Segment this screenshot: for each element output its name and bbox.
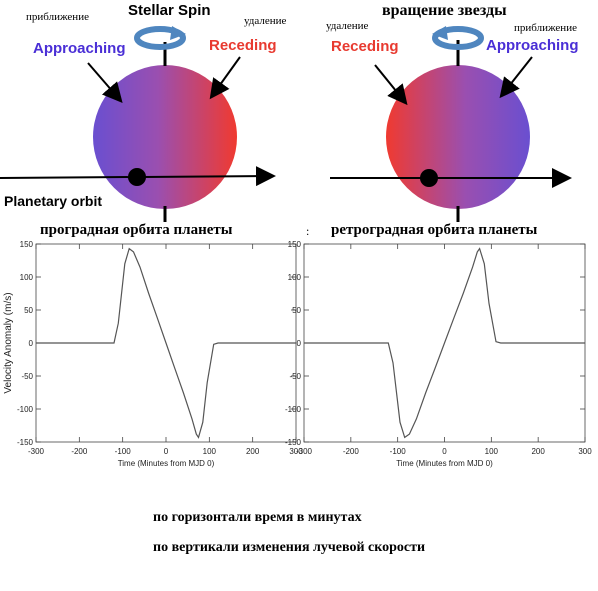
chart1-xlabel: Time (Minutes from MJD 0)	[118, 459, 215, 468]
left-ru-receding-label: удаление	[244, 15, 287, 27]
chart1-ytick-label: -100	[17, 405, 34, 414]
chart1-ytick-label: 150	[20, 240, 34, 249]
chart1-xtick-label: -300	[28, 447, 45, 456]
left-spin-title: Stellar Spin	[128, 2, 211, 19]
bottom-text-line1: по горизонтали время в минутах	[153, 510, 362, 525]
left-ru-approaching-label: приближение	[26, 11, 89, 23]
right-ru-approaching-label: приближение	[514, 22, 577, 34]
chart2-ytick-label: -100	[285, 405, 302, 414]
right-approaching-label: Approaching	[486, 37, 579, 54]
chart1-ytick-label: -50	[21, 372, 33, 381]
left-approaching-pointer	[87, 62, 123, 104]
chart2-series-line	[304, 247, 585, 439]
bottom-text-line2: по вертикали изменения лучевой скорости	[153, 540, 426, 555]
chart1-xtick-label: 0	[164, 447, 169, 456]
chart2-ytick-label: 150	[288, 240, 302, 249]
chart2-xtick-label: -100	[390, 447, 407, 456]
chart2-xtick-label: 300	[578, 447, 592, 456]
right-planet	[420, 169, 438, 187]
right-star-group	[330, 26, 572, 222]
chart2-ytick-label: 50	[292, 306, 301, 315]
chart1-ytick-label: 0	[29, 339, 34, 348]
chart1-ytick-label: 50	[24, 306, 33, 315]
right-approaching-pointer	[499, 56, 533, 99]
chart2-xtick-label: 0	[442, 447, 447, 456]
chart2-xtick-label: -300	[296, 447, 313, 456]
left-spin-arrow-icon	[134, 26, 186, 50]
chart1-ylabel: Velocity Anomaly (m/s)	[3, 292, 14, 393]
chart2-ytick-label: -150	[285, 438, 302, 447]
left-planet	[128, 168, 146, 186]
chart2-ytick-label: 100	[288, 273, 302, 282]
chart2-ytick-label: 0	[297, 339, 302, 348]
left-star-group	[0, 26, 276, 222]
chart2-xtick-label: 100	[485, 447, 499, 456]
right-spin-title-ru: вращение звезды	[382, 2, 507, 19]
chart1-xtick-label: -100	[115, 447, 132, 456]
chart1-series-line	[36, 247, 296, 439]
right-receding-label: Receding	[331, 38, 399, 55]
chart2-xtick-label: 200	[531, 447, 545, 456]
chart1-xtick-label: 100	[203, 447, 217, 456]
left-orbit-label: Planetary orbit	[4, 193, 103, 209]
chart2-xtick-label: -200	[343, 447, 360, 456]
right-receding-pointer	[374, 64, 408, 106]
right-ru-receding-label: удаление	[326, 20, 369, 32]
chart1-xtick-label: 300	[289, 447, 303, 456]
left-receding-label: Receding	[209, 37, 277, 54]
chart1-ytick-label: 100	[20, 273, 34, 282]
chart2-xlabel: Time (Minutes from MJD 0)	[396, 459, 493, 468]
right-spin-arrow-icon	[432, 26, 484, 50]
chart2-ytick-label: -50	[289, 372, 301, 381]
chart1-ytick-label: -150	[17, 438, 34, 447]
left-receding-pointer	[209, 56, 241, 100]
chart1-xtick-label: 200	[246, 447, 260, 456]
chart1-xtick-label: -200	[71, 447, 88, 456]
right-caption-ru: ретроградная орбита планеты	[331, 222, 538, 238]
left-caption-ru: проградная орбита планеты	[40, 222, 233, 238]
left-approaching-label: Approaching	[33, 40, 126, 57]
panel-separator: :	[306, 224, 310, 238]
